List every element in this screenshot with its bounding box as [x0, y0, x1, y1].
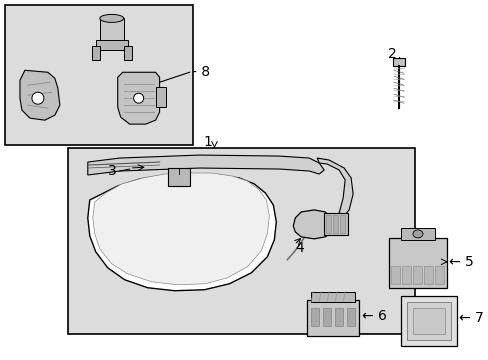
Polygon shape — [20, 70, 60, 120]
Text: 3: 3 — [107, 164, 116, 178]
Bar — [390, 266, 399, 284]
Bar — [123, 46, 131, 60]
Ellipse shape — [100, 14, 123, 22]
Text: ← 6: ← 6 — [362, 309, 386, 323]
Ellipse shape — [32, 92, 44, 104]
Polygon shape — [317, 158, 352, 216]
Bar — [100, 18, 123, 46]
Bar — [388, 238, 446, 288]
Bar — [401, 266, 410, 284]
Bar — [340, 215, 345, 233]
Bar — [412, 266, 421, 284]
Bar — [332, 215, 338, 233]
Polygon shape — [118, 72, 159, 124]
Text: ← 7: ← 7 — [458, 311, 483, 325]
Bar — [346, 308, 354, 326]
Text: 4: 4 — [295, 241, 304, 255]
Bar — [423, 266, 432, 284]
Text: 2: 2 — [387, 47, 396, 61]
Bar — [412, 308, 444, 334]
Bar — [400, 296, 456, 346]
Bar — [92, 46, 100, 60]
Bar — [306, 300, 358, 336]
Bar — [155, 87, 165, 107]
Bar — [406, 302, 450, 339]
Polygon shape — [88, 174, 276, 291]
Ellipse shape — [133, 93, 143, 103]
Bar — [68, 148, 414, 334]
Ellipse shape — [412, 230, 422, 238]
Text: ← 5: ← 5 — [448, 255, 473, 269]
Bar — [334, 308, 343, 326]
Bar — [434, 266, 443, 284]
Bar — [5, 5, 192, 145]
Bar — [323, 308, 330, 326]
Bar — [310, 292, 354, 302]
Bar — [96, 40, 127, 50]
Bar — [392, 58, 404, 66]
Bar — [400, 228, 434, 240]
Text: 1: 1 — [203, 135, 211, 149]
Polygon shape — [93, 173, 269, 285]
Bar — [167, 168, 189, 186]
Bar — [310, 308, 319, 326]
Text: - 8: - 8 — [191, 65, 209, 79]
Polygon shape — [293, 210, 332, 239]
Bar — [324, 213, 347, 235]
Bar — [325, 215, 330, 233]
Polygon shape — [88, 155, 324, 175]
